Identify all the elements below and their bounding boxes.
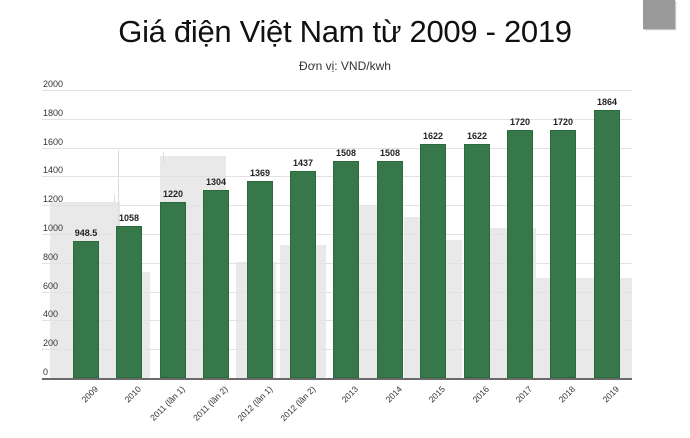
- x-tick-label: 2016: [470, 384, 492, 405]
- x-tick-label: 2012 (lần 1): [234, 384, 275, 424]
- bar: [377, 161, 403, 378]
- antenna-decoration: [118, 150, 119, 250]
- bar-value-label: 1304: [205, 177, 227, 187]
- x-tick-label: 2011 (lần 1): [148, 384, 188, 423]
- x-axis-line: [42, 378, 632, 380]
- bar: [290, 171, 316, 378]
- y-tick-label: 400: [43, 309, 59, 319]
- bar-value-label: 1220: [162, 189, 184, 199]
- x-tick-label: 2012 (lần 2): [277, 384, 318, 424]
- bar-value-label: 1058: [118, 213, 140, 223]
- y-tick-label: 600: [43, 281, 59, 291]
- x-tick-label: 2009: [79, 384, 101, 405]
- gridline: [42, 90, 632, 91]
- chart-subtitle: Đơn vị: VND/kwh: [299, 59, 391, 73]
- x-tick-label: 2011 (lần 2): [191, 384, 231, 423]
- building-decoration: [404, 217, 420, 378]
- y-tick-label: 1800: [43, 108, 64, 118]
- building-decoration: [446, 240, 462, 378]
- bar-value-label: 1622: [422, 131, 444, 141]
- y-tick-label: 1400: [43, 165, 64, 175]
- x-tick-label: 2013: [339, 384, 361, 405]
- bar-value-label: 1720: [509, 117, 531, 127]
- y-tick-label: 1600: [43, 137, 64, 147]
- bar-value-label: 1437: [292, 158, 314, 168]
- bar: [160, 202, 186, 378]
- bar-value-label: 1622: [466, 131, 488, 141]
- bar: [247, 181, 273, 378]
- bar: [594, 110, 620, 378]
- x-tick-label: 2018: [556, 384, 578, 405]
- bar: [116, 226, 142, 378]
- gridline: [42, 119, 632, 120]
- bar: [550, 130, 576, 378]
- bar-value-label: 1720: [552, 117, 574, 127]
- bar: [464, 144, 490, 378]
- x-tick-label: 2010: [122, 384, 144, 405]
- bar-value-label: 1508: [335, 148, 357, 158]
- x-tick-label: 2017: [513, 384, 535, 405]
- x-tick-label: 2019: [600, 384, 622, 405]
- bar-value-label: 1508: [379, 148, 401, 158]
- bar: [420, 144, 446, 378]
- bar-value-label: 948.5: [74, 228, 98, 238]
- y-tick-label: 2000: [43, 79, 64, 89]
- bar: [333, 161, 359, 378]
- bar: [507, 130, 533, 378]
- y-tick-label: 1200: [43, 194, 64, 204]
- y-tick-label: 1000: [43, 223, 64, 233]
- y-tick-label: 800: [43, 252, 59, 262]
- scrollbar-thumb[interactable]: [643, 0, 675, 29]
- gridline: [42, 148, 632, 149]
- y-tick-label: 200: [43, 338, 59, 348]
- x-tick-label: 2014: [383, 384, 405, 405]
- bar-value-label: 1864: [596, 97, 618, 107]
- x-tick-label: 2015: [426, 384, 448, 405]
- chart-title: Giá điện Việt Nam từ 2009 - 2019: [118, 14, 572, 49]
- bar-value-label: 1369: [249, 168, 271, 178]
- antenna-decoration: [163, 152, 164, 162]
- bar: [73, 241, 99, 378]
- bar: [203, 190, 229, 378]
- y-tick-label: 0: [43, 367, 49, 377]
